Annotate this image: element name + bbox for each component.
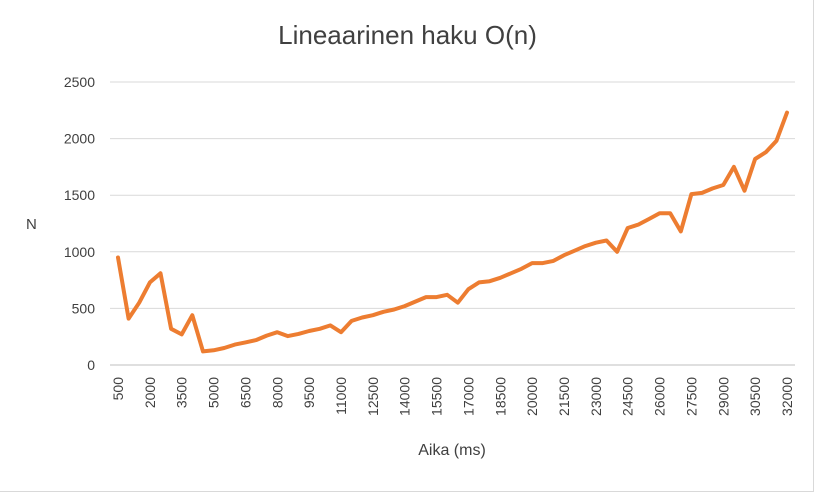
x-tick-label: 9500	[301, 377, 317, 408]
x-tick-label: 14000	[397, 377, 413, 416]
y-tick-label: 500	[72, 300, 96, 316]
x-tick-label: 23000	[588, 377, 604, 416]
x-tick-label: 17000	[460, 377, 476, 416]
y-tick-label: 2500	[64, 74, 95, 90]
x-tick-label: 8000	[269, 377, 285, 408]
x-tick-label: 20000	[524, 377, 540, 416]
x-tick-label: 12500	[365, 377, 381, 416]
y-tick-label: 1000	[64, 244, 95, 260]
chart-title: Lineaarinen haku O(n)	[278, 20, 537, 50]
x-axis-label: Aika (ms)	[418, 442, 486, 459]
y-tick-label: 1500	[64, 187, 95, 203]
x-tick-label: 27500	[683, 377, 699, 416]
x-tick-label: 6500	[237, 377, 253, 408]
y-tick-labels: 0 500 1000 1500 2000 2500	[64, 74, 95, 373]
x-tick-label: 3500	[174, 377, 190, 408]
x-tick-label: 15500	[429, 377, 445, 416]
x-tick-label: 30500	[747, 377, 763, 416]
x-tick-label: 11000	[333, 377, 349, 415]
series-group	[116, 110, 789, 354]
x-tick-label: 2000	[142, 377, 158, 408]
x-tick-label: 5000	[206, 377, 222, 408]
y-axis-label: N	[26, 216, 37, 233]
x-tick-label: 18500	[492, 377, 508, 416]
x-tick-labels: 500 2000 3500 5000 6500 8000 9500 11000 12500 140…	[110, 377, 795, 416]
x-tick-label: 29000	[715, 377, 731, 416]
x-tick-label: 24500	[620, 377, 636, 416]
x-tick-label: 32000	[779, 377, 795, 416]
x-tick-label: 26000	[652, 377, 668, 416]
gridlines	[110, 81, 795, 366]
y-tick-label: 2000	[64, 131, 95, 147]
x-tick-label: 500	[110, 377, 126, 401]
y-tick-label: 0	[87, 357, 95, 373]
series-line	[116, 110, 789, 354]
x-tick-label: 21500	[556, 377, 572, 416]
